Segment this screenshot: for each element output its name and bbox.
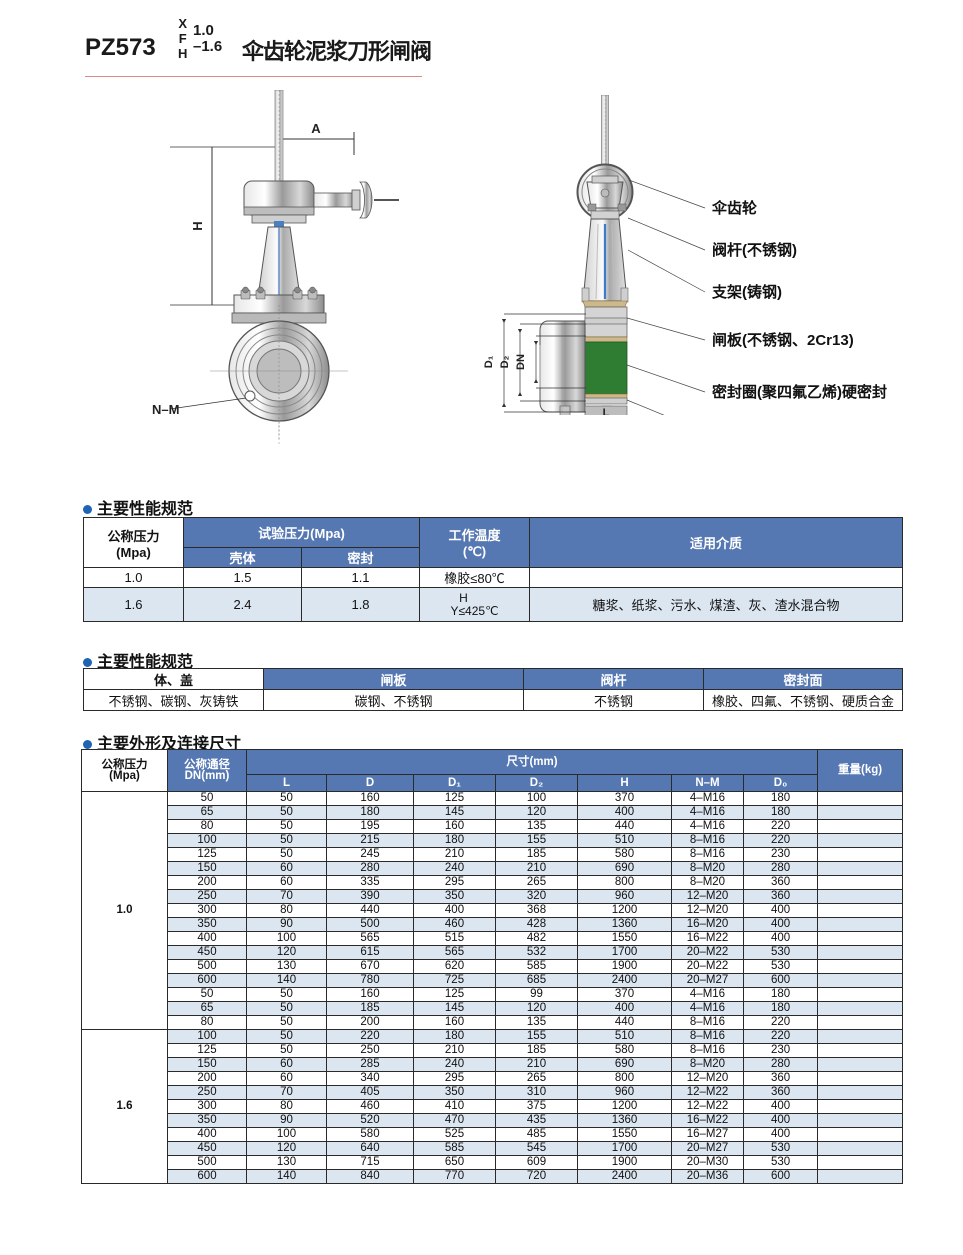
- svg-text:支架(铸钢): 支架(铸钢): [711, 283, 782, 301]
- svg-text:伞齿轮: 伞齿轮: [711, 199, 757, 217]
- svg-text:D₁: D₁: [483, 355, 495, 368]
- svg-text:密封圈(聚四氟乙烯)硬密封: 密封圈(聚四氟乙烯)硬密封: [712, 383, 887, 401]
- svg-text:阀杆(不锈钢): 阀杆(不锈钢): [712, 241, 797, 259]
- svg-text:L: L: [603, 407, 610, 415]
- svg-text:闸板(不锈钢、2Cr13): 闸板(不锈钢、2Cr13): [712, 331, 854, 349]
- svg-text:H: H: [190, 221, 205, 230]
- svg-text:A: A: [311, 121, 321, 136]
- svg-text:DN: DN: [515, 354, 527, 370]
- svg-text:D₂: D₂: [499, 355, 511, 368]
- svg-text:N–M: N–M: [152, 402, 179, 417]
